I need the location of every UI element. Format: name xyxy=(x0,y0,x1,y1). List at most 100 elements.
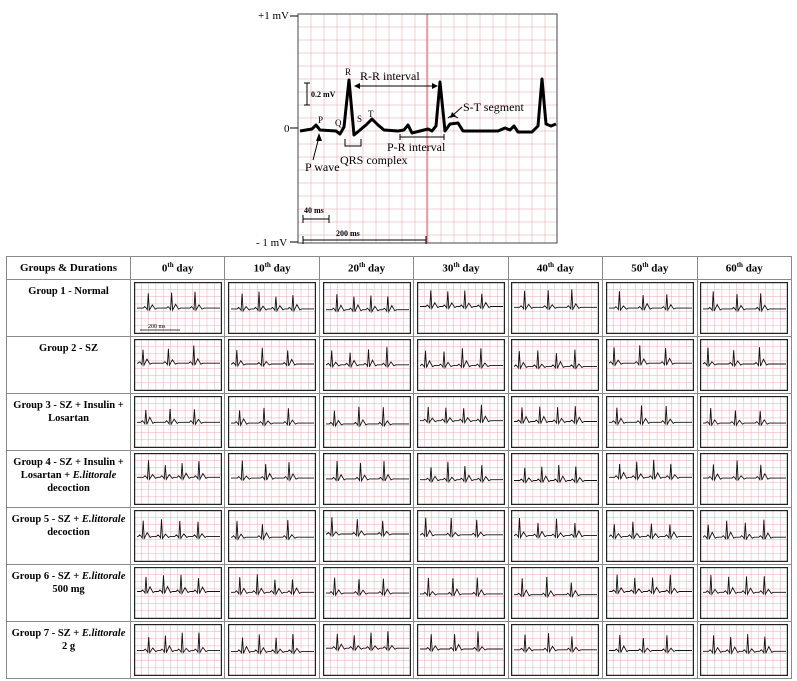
ecg-strip xyxy=(605,453,694,505)
strip-frame xyxy=(511,453,600,505)
ecg-trace xyxy=(514,633,598,654)
group-label: Group 4 - SZ + Insulin + Losartan + E.li… xyxy=(6,450,131,508)
strip-frame xyxy=(605,567,694,619)
strip-frame xyxy=(228,510,317,562)
ecg-strip xyxy=(228,339,317,391)
ecg-strip xyxy=(416,339,505,391)
ecg-strip xyxy=(416,282,505,334)
ecg-trace xyxy=(136,460,220,482)
ecg-strip xyxy=(511,282,600,334)
ecg-cell xyxy=(224,621,320,679)
ecg-cell xyxy=(413,336,509,394)
ecg-cell xyxy=(696,564,793,622)
strip-frame xyxy=(416,396,505,448)
strip-frame xyxy=(228,453,317,505)
ecg-cell xyxy=(129,564,226,622)
ecg-strip xyxy=(133,396,222,448)
ecg-cell xyxy=(413,279,509,337)
day-suffix: th xyxy=(264,261,271,270)
strip-frame xyxy=(322,624,411,676)
ecg-cell xyxy=(696,279,793,337)
ecg-grid xyxy=(700,396,789,448)
strip-frame xyxy=(133,396,222,448)
ecg-strip xyxy=(511,453,600,505)
ecg-cell xyxy=(413,564,509,622)
ecg-strip xyxy=(700,624,789,676)
day-number: 30 xyxy=(442,262,454,275)
ecg-grid xyxy=(133,624,222,676)
ecg-strip xyxy=(605,339,694,391)
group-label: Group 1 - Normal xyxy=(6,279,131,337)
ecg-trace xyxy=(231,460,315,482)
group-label-text: Group 7 - SZ + xyxy=(11,628,82,639)
day-number: 0 xyxy=(161,262,168,275)
st-segment-label: S-T segment xyxy=(463,100,524,114)
wave-p-label: P xyxy=(318,115,323,125)
day-suffix: th xyxy=(736,261,743,270)
strip-frame xyxy=(416,567,505,619)
ecg-legend-diagram: +1 mV 0 - 1 mV 0.2 mV R P Q S T R-R inte… xyxy=(256,10,558,249)
ecg-trace xyxy=(419,290,503,311)
ecg-grid xyxy=(700,510,789,562)
ecg-trace xyxy=(136,632,220,655)
ecg-strip xyxy=(133,510,222,562)
rr-arrowhead-left xyxy=(354,83,360,89)
strip-frame xyxy=(228,396,317,448)
ecg-grid xyxy=(322,282,411,334)
ecg-trace xyxy=(608,345,692,367)
day-number: 20 xyxy=(348,262,359,275)
ecg-strip xyxy=(133,624,222,676)
ecg-trace xyxy=(514,349,598,371)
strip-frame xyxy=(700,396,789,448)
ecg-grid xyxy=(416,510,505,562)
ecg-trace xyxy=(702,347,787,368)
wave-q-label: Q xyxy=(335,118,342,128)
ecg-trace xyxy=(703,574,787,597)
strip-scale-label: 200 ms xyxy=(148,324,166,330)
ecg-cell xyxy=(224,279,320,337)
ecg-cell xyxy=(413,450,509,508)
ecg-grid xyxy=(511,282,600,334)
ecg-strip xyxy=(322,339,411,391)
ecg-strip xyxy=(605,567,694,619)
ecg-cell xyxy=(602,393,698,451)
strip-frame xyxy=(605,510,694,562)
group-label-text: Group 6 - SZ + xyxy=(11,571,82,582)
ecg-trace xyxy=(231,347,315,368)
strip-frame xyxy=(416,282,505,334)
ecg-cell xyxy=(224,564,320,622)
ecg-cell xyxy=(602,507,698,565)
strip-frame xyxy=(511,339,600,391)
ecg-trace xyxy=(136,519,220,541)
rr-interval-label: R-R interval xyxy=(360,69,420,83)
ecg-trace xyxy=(231,291,315,313)
day-word: day xyxy=(459,262,480,275)
ecg-cell xyxy=(507,450,604,508)
day-suffix: th xyxy=(359,261,366,270)
table-row: Group 6 - SZ + E.littorale 500 mg xyxy=(6,564,793,622)
ecg-grid xyxy=(228,396,317,448)
header-day: 50th day xyxy=(602,256,698,280)
ecg-trace xyxy=(325,346,409,369)
ecg-cell xyxy=(318,336,415,394)
ecg-grid xyxy=(297,13,557,243)
strip-frame xyxy=(511,282,600,334)
group-label-text: Group 4 - SZ + Insulin + Losartan + xyxy=(13,457,124,482)
ecg-grid xyxy=(416,396,505,448)
ecg-cell xyxy=(507,279,604,337)
ecg-trace xyxy=(514,517,598,540)
ecg-trace xyxy=(514,289,598,311)
ecg-grid xyxy=(605,453,694,505)
ecg-strip xyxy=(700,282,789,334)
ecg-strip xyxy=(228,510,317,562)
ecg-strip xyxy=(228,567,317,619)
ecg-cell xyxy=(696,336,793,394)
strip-frame xyxy=(228,282,317,334)
day-number: 60 xyxy=(725,262,737,275)
header-day: 60th day xyxy=(696,256,793,280)
day-word: day xyxy=(270,262,291,275)
strip-frame xyxy=(605,339,694,391)
ecg-cell xyxy=(602,450,698,508)
ecg-strip xyxy=(228,624,317,676)
day-number: 50 xyxy=(631,262,643,275)
